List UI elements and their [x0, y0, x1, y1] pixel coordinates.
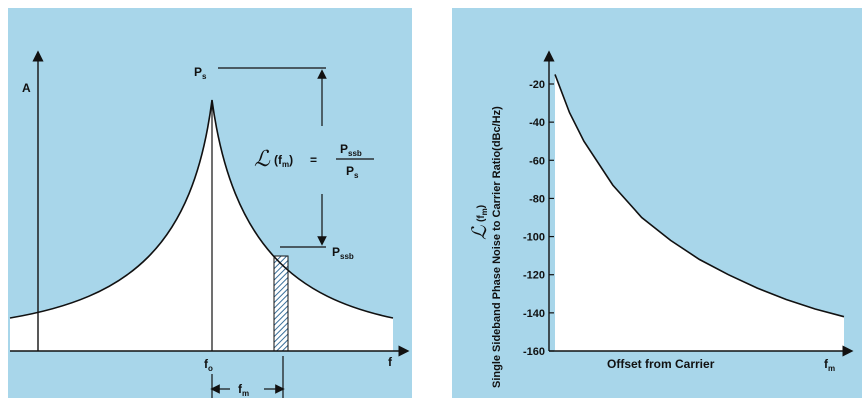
- x-axis-label: Offset from Carrier: [607, 357, 715, 371]
- y-tick-label: -160: [523, 346, 545, 358]
- y-axis-title: ℒ (fm) Single Sideband Phase Noise to Ca…: [467, 106, 503, 388]
- phase-noise-chart-panel: -20 -40 -60 -80 -100 -120 -140 -160 Offset from…: [452, 8, 862, 398]
- carrier-spectrum-panel: A f Ps Pssb ℒ (fm) = Pssb Ps fo fm: [8, 8, 412, 398]
- y-tick-label: -80: [529, 193, 545, 205]
- y-tick-label: -100: [523, 232, 545, 244]
- x-axis-label: f: [388, 355, 393, 369]
- carrier-freq-label: fo: [204, 357, 213, 373]
- noise-curve: [554, 74, 845, 318]
- y-tick-label: -120: [523, 270, 545, 282]
- script-l-symbol: ℒ: [254, 147, 271, 172]
- phase-noise-chart: -20 -40 -60 -80 -100 -120 -140 -160 Offset from…: [467, 50, 854, 388]
- noise-area: [555, 74, 844, 351]
- phase-noise-formula: ℒ (fm) = Pssb Ps: [254, 142, 374, 180]
- y-axis-label: Single Sideband Phase Noise to Carrier R…: [491, 106, 503, 388]
- formula-equals: =: [310, 153, 317, 167]
- y-tick-label: -20: [529, 79, 545, 91]
- formula-denominator: Ps: [346, 164, 359, 180]
- y-tick-label: -140: [523, 308, 545, 320]
- y-tick-label: -60: [529, 155, 545, 167]
- fm-label: fm: [238, 382, 249, 398]
- carrier-spectrum-diagram: A f Ps Pssb ℒ (fm) = Pssb Ps fo fm: [9, 50, 410, 398]
- y-symbol-argument: (fm): [476, 205, 489, 222]
- formula-numerator: Pssb: [340, 142, 362, 158]
- x-axis-end-label: fm: [824, 357, 835, 373]
- ps-label: Ps: [194, 65, 207, 81]
- pssb-label: Pssb: [332, 245, 354, 261]
- script-l-symbol: ℒ: [467, 225, 491, 240]
- y-tick-group: -20 -40 -60 -80 -100 -120 -140 -160: [523, 79, 554, 358]
- sideband-slice: [273, 255, 289, 352]
- y-tick-label: -40: [529, 117, 545, 129]
- formula-argument: (fm): [274, 153, 293, 169]
- spectrum-area: [10, 100, 393, 351]
- y-axis-label: A: [22, 81, 31, 95]
